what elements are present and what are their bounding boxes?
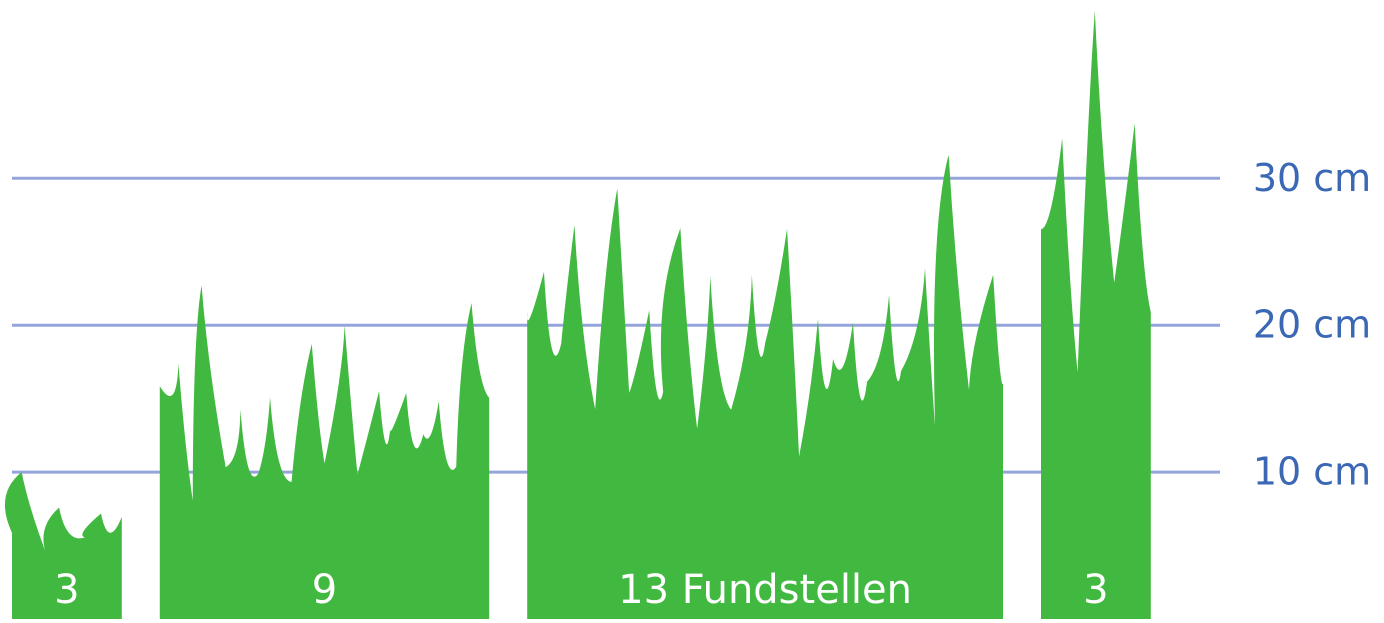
category-label: 9 — [312, 567, 337, 613]
y-tick-label: 10 cm — [1253, 450, 1371, 494]
category-label: 3 — [1083, 567, 1108, 613]
grass-clump — [4, 472, 122, 619]
grass-clump — [527, 154, 1003, 619]
grass-clump — [159, 285, 490, 619]
y-tick-label: 30 cm — [1253, 156, 1371, 200]
y-tick-label: 20 cm — [1253, 303, 1371, 347]
grass-clump — [1041, 10, 1151, 620]
category-label: 3 — [54, 567, 79, 613]
category-label: 13 Fundstellen — [618, 567, 912, 613]
